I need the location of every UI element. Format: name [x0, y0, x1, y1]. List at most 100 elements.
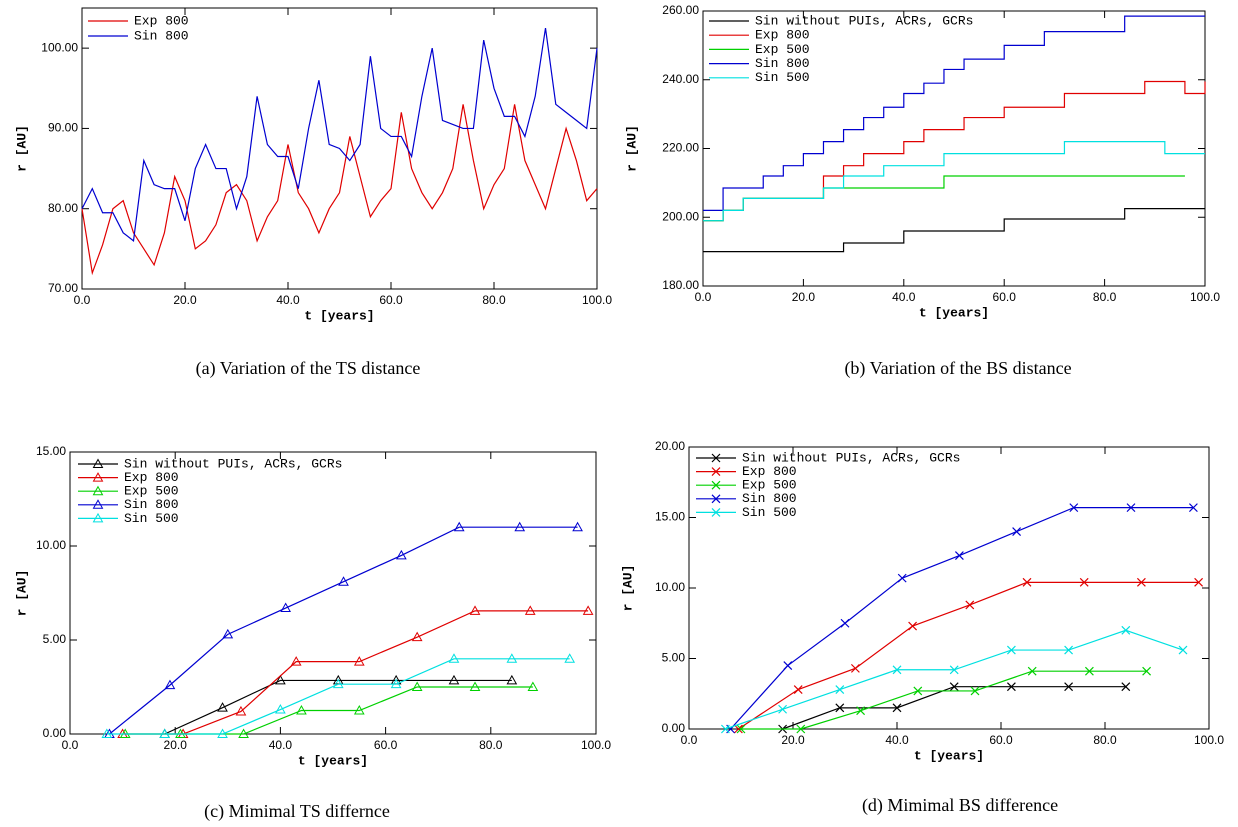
legend-label: Exp 500	[742, 478, 797, 493]
data-point	[453, 521, 465, 532]
data-point	[353, 704, 365, 715]
data-point	[1121, 682, 1131, 692]
legend-marker	[711, 507, 721, 517]
series-line	[109, 526, 578, 735]
series-line	[81, 104, 598, 276]
data-point	[353, 656, 365, 666]
legend-label: Sin without PUIs, ACRs, GCRs	[742, 450, 960, 465]
legend-label: Sin 800	[124, 497, 179, 512]
data-point	[238, 728, 249, 738]
series-line	[703, 80, 1206, 222]
caption: (b) Variation of the BS distance	[844, 358, 1071, 379]
data-point	[524, 605, 536, 615]
x-tick-label: 100.0	[582, 293, 612, 307]
legend-marker	[711, 453, 721, 463]
legend-label: Sin 800	[134, 28, 189, 43]
data-point	[514, 521, 526, 532]
y-tick-label: 220.00	[662, 141, 699, 155]
data-point	[1006, 645, 1016, 655]
caption: (c) Mimimal TS differnce	[204, 801, 390, 822]
data-point	[733, 724, 743, 734]
series-line	[106, 658, 570, 735]
data-point	[1022, 577, 1032, 587]
y-tick-label: 15.00	[655, 510, 685, 524]
data-point	[469, 681, 481, 691]
data-point	[856, 706, 866, 716]
data-point	[411, 681, 423, 691]
series-line	[122, 610, 589, 735]
data-point	[448, 653, 460, 663]
data-point	[908, 621, 918, 631]
data-point	[572, 521, 583, 532]
data-point	[949, 682, 959, 692]
data-point	[448, 674, 460, 685]
legend-marker	[92, 472, 104, 482]
legend-label: Sin 500	[742, 505, 797, 520]
data-point	[1178, 645, 1188, 655]
data-point	[217, 728, 228, 738]
data-point	[835, 703, 845, 713]
data-point	[164, 679, 176, 690]
data-point	[396, 549, 407, 560]
y-tick-label: 5.00	[662, 651, 686, 665]
y-tick-label: 10.00	[655, 580, 685, 594]
data-point	[840, 618, 850, 628]
data-point	[564, 653, 576, 663]
caption: (d) Mimimal BS difference	[862, 795, 1058, 816]
x-tick-label: 100.0	[581, 738, 611, 752]
y-axis-label: r [AU]	[624, 125, 639, 172]
data-point	[290, 656, 302, 666]
legend-marker	[92, 485, 104, 496]
data-point	[850, 663, 860, 673]
legend-label: Sin without PUIs, ACRs, GCRs	[124, 456, 342, 471]
data-point	[222, 628, 234, 639]
x-tick-label: 40.0	[276, 293, 300, 307]
y-tick-label: 80.00	[48, 201, 78, 215]
x-tick-label: 0.0	[74, 293, 91, 307]
legend-marker	[92, 499, 104, 509]
legend-marker	[711, 494, 721, 504]
series-line	[741, 670, 1147, 730]
data-point	[1121, 625, 1131, 635]
x-tick-label: 60.0	[374, 738, 398, 752]
data-point	[506, 653, 518, 663]
data-point	[235, 705, 247, 716]
legend-marker	[711, 467, 721, 477]
x-tick-label: 40.0	[885, 733, 909, 747]
series-line	[703, 15, 1205, 211]
data-point	[217, 702, 228, 712]
series-line	[725, 629, 1184, 730]
data-point	[965, 600, 975, 610]
data-point	[892, 665, 902, 675]
data-point	[949, 665, 959, 675]
legend-label: Sin 500	[124, 511, 179, 526]
series-line	[703, 208, 1205, 253]
plot-frame	[69, 451, 597, 735]
data-point	[736, 724, 746, 734]
data-point	[1142, 666, 1152, 676]
data-point	[411, 631, 423, 642]
x-tick-label: 80.0	[1093, 733, 1117, 747]
legend-label: Sin 500	[755, 70, 810, 85]
data-point	[835, 685, 845, 694]
data-point	[332, 678, 344, 689]
data-point	[1064, 682, 1074, 692]
data-point	[778, 704, 788, 714]
data-point	[892, 703, 902, 713]
data-point	[1069, 503, 1079, 513]
data-point	[793, 685, 803, 694]
data-point	[913, 686, 923, 696]
data-point	[1079, 577, 1089, 587]
data-point	[1006, 682, 1016, 692]
x-axis-label: t [years]	[304, 308, 374, 323]
legend-marker	[92, 458, 104, 468]
x-tick-label: 40.0	[892, 290, 916, 304]
data-point	[527, 681, 539, 691]
legend-label: Exp 800	[124, 470, 179, 485]
x-tick-label: 0.0	[695, 290, 712, 304]
y-tick-label: 70.00	[48, 281, 78, 295]
x-tick-label: 100.0	[1190, 290, 1220, 304]
legend-label: Sin 800	[742, 491, 797, 506]
x-tick-label: 20.0	[164, 738, 188, 752]
y-axis-label: r [AU]	[14, 125, 29, 172]
